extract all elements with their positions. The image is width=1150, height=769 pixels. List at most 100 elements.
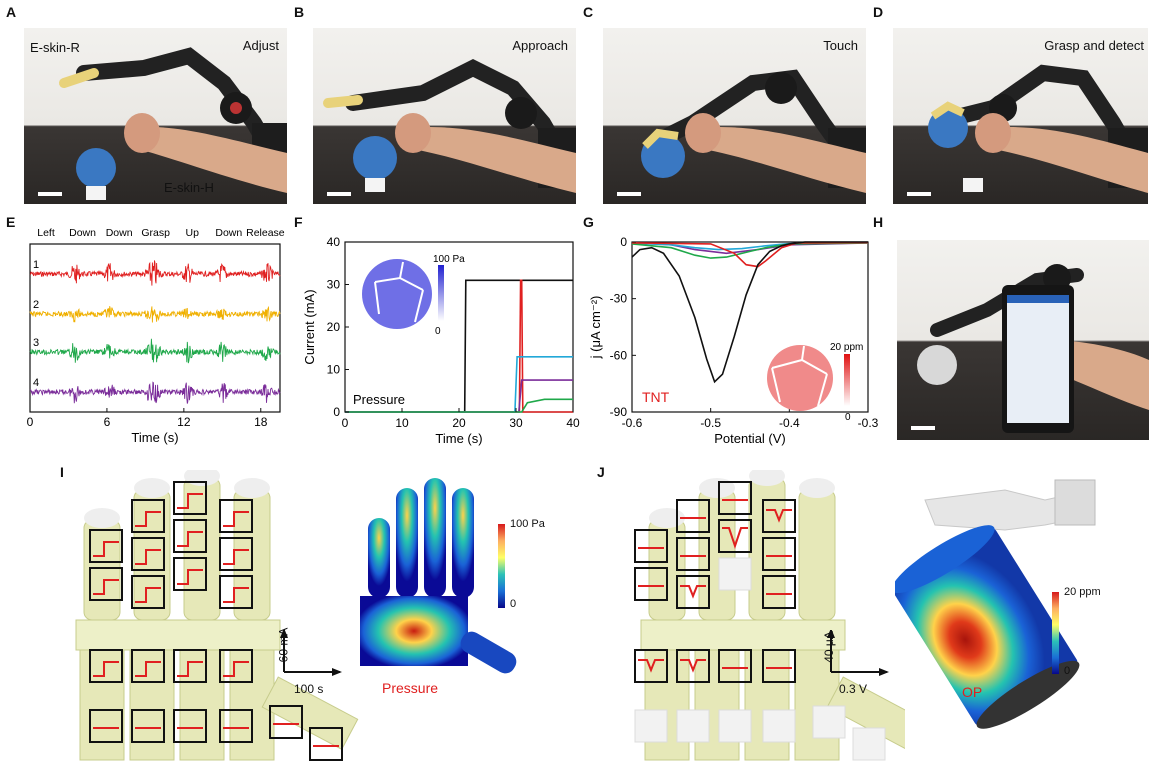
caption-adjust: Adjust (242, 38, 279, 53)
sensor-trace (638, 659, 664, 673)
smartphone-readout-illustration (911, 264, 1149, 433)
inset-colorbar (438, 265, 444, 321)
sensor-box (852, 727, 886, 761)
photo-panel-d: Grasp and detect (893, 28, 1148, 204)
sensor-box (219, 649, 253, 683)
series-line-2 (29, 305, 281, 323)
y-axis-label: Current (mA) (302, 289, 317, 364)
chart-f-pressure-current: 0 10 20 30 40 0 10 20 30 40 Time (s) Current (mA) Pr… (302, 235, 580, 446)
x-tick-label: 40 (566, 416, 580, 430)
x-tick-label: -0.6 (622, 416, 643, 430)
sensor-box (676, 499, 710, 533)
panel-label-g: G (583, 214, 594, 230)
inset-scale-min: 0 (435, 326, 441, 337)
channel-label: 3 (33, 337, 39, 349)
robot-wrist (1054, 479, 1096, 526)
scale-bar-i: 60 mA 100 s (276, 628, 370, 700)
scale-y-label-j: 40 μA (821, 631, 836, 663)
sensor-trace (223, 511, 249, 527)
x-tick-label: -0.3 (858, 416, 879, 430)
finger (798, 489, 836, 621)
x-axis-label: Time (s) (131, 430, 178, 445)
sensor-trace (177, 531, 203, 547)
x-tick-label: 10 (395, 416, 409, 430)
annotation-pressure: Pressure (353, 392, 405, 407)
heatmap-finger (424, 478, 446, 598)
series-line-5 (631, 241, 868, 384)
sensor-box (131, 499, 165, 533)
sensor-box (219, 499, 253, 533)
x-tick-label: 0 (27, 415, 34, 429)
sensor-box (762, 575, 796, 609)
y-tick-label: 10 (327, 363, 341, 377)
inset-scale-min: 0 (845, 412, 851, 423)
channel-label: 4 (33, 377, 39, 389)
sensor-box (173, 519, 207, 553)
inset-scale-max: 100 Pa (433, 254, 465, 265)
map-label-op: OP (962, 684, 983, 700)
inset-sphere (362, 259, 432, 329)
heatmap-finger (452, 488, 474, 598)
map-label-pressure: Pressure (382, 680, 439, 696)
photo-panel-b: Approach (313, 28, 576, 204)
caption-approach: Approach (512, 38, 568, 53)
panel-label-a: A (6, 4, 17, 20)
y-tick-label: -30 (610, 292, 628, 306)
scale-bar-j: 40 μA 0.3 V (822, 628, 907, 700)
colorbar-j-max: 20 ppm (1064, 586, 1101, 598)
sensor-box (131, 649, 165, 683)
sensor-box (89, 649, 123, 683)
fingertip-cap (749, 470, 785, 486)
sensor-box (676, 649, 710, 683)
panel-label-e: E (6, 214, 16, 230)
sensor-box (309, 727, 343, 761)
sensor-box (173, 557, 207, 591)
caption-grasp-and-detect: Grasp and detect (1044, 38, 1144, 53)
x-axis-label: Potential (V) (714, 431, 786, 446)
chart-g-tnt-voltammetry: -0.6 -0.5 -0.4 -0.3 0 -30 -60 -90 Potential (V) j… (588, 235, 879, 446)
sensor-box (131, 575, 165, 609)
robot-arm-illustration (323, 59, 576, 196)
sensor-trace (135, 587, 161, 603)
sensor-trace (135, 661, 161, 677)
y-tick-label: 30 (327, 278, 341, 292)
caption-touch: Touch (823, 38, 858, 53)
heatmap-finger (396, 488, 418, 598)
inset-scale-max: 20 ppm (830, 342, 863, 353)
gesture-label: Grasp (141, 227, 170, 239)
sensor-box (718, 557, 752, 591)
cylinder-bottom (976, 660, 1080, 729)
sensor-trace (135, 549, 161, 565)
panel-label-j: J (597, 464, 605, 480)
sensor-box (173, 709, 207, 743)
x-tick-label: 20 (452, 416, 466, 430)
gesture-label: Down (106, 227, 133, 239)
sensor-box (718, 649, 752, 683)
sensor-box (219, 709, 253, 743)
photo-panel-c: Touch (603, 28, 866, 204)
scale-x-label-i: 100 s (294, 682, 324, 696)
panel-label-f: F (294, 214, 303, 230)
inset-seams (374, 261, 424, 323)
panel-label-b: B (294, 4, 305, 20)
x-tick-label: -0.4 (779, 416, 800, 430)
plot-frame (29, 243, 281, 413)
scale-y-label-i: 60 mA (276, 627, 291, 663)
robot-arm-illustration (907, 64, 1148, 196)
sensor-box (762, 499, 796, 533)
colorbar-i-max: 100 Pa (510, 518, 545, 530)
scale-x-label-j: 0.3 V (839, 682, 868, 696)
x-tick-label: 18 (254, 415, 268, 429)
series-line-4 (631, 241, 869, 268)
pressure-heatmap-hand (360, 478, 517, 674)
heatmap-palm (360, 596, 468, 666)
sensor-box (131, 537, 165, 571)
sensor-trace (766, 509, 792, 523)
fingertip-cap (234, 478, 270, 498)
sensor-box (718, 519, 752, 553)
fingertip-cap (649, 508, 685, 528)
heatmap-thumb (460, 631, 517, 674)
robot-arm-illustration (38, 47, 287, 200)
finger (183, 477, 221, 621)
fingertip-cap (84, 508, 120, 528)
